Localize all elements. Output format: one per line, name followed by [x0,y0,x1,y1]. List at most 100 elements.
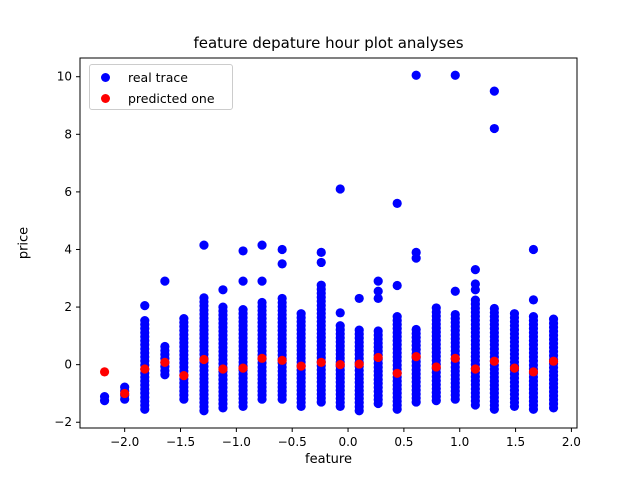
real-trace-point [277,293,287,304]
x-tick-label: 1.0 [450,435,469,449]
predicted-point [296,361,306,371]
real-trace-point [470,295,480,305]
real-trace-point [99,392,110,402]
real-trace-point [316,257,326,268]
real-trace-point [218,285,228,295]
x-tick-label: −1.5 [166,435,195,449]
predicted-point [450,353,460,363]
real-trace-point [179,313,189,324]
real-trace-point [392,311,402,322]
real-trace-point [277,244,287,255]
x-tick-label: −1.0 [222,435,251,449]
predicted-point [140,364,150,374]
real-trace-point [373,326,383,336]
real-trace-point [450,286,460,296]
predicted-point [411,351,421,362]
y-tick-label: 8 [64,127,72,141]
predicted-point [99,367,110,377]
real-trace-point [160,276,170,286]
predicted-point [160,357,170,367]
real-trace-point [296,309,306,319]
legend-item-predicted-one: predicted one [98,89,215,107]
axes-background [80,58,577,428]
real-trace-point [140,301,150,311]
real-trace-point [354,293,364,304]
predicted-point [470,364,480,374]
predicted-point [277,355,287,365]
predicted-point [528,367,539,377]
legend-label: predicted one [128,90,215,106]
real-trace-point [373,286,383,296]
real-trace-point [218,302,228,312]
legend-item-real-trace: real trace [98,68,188,86]
real-trace-points [99,70,559,416]
y-axis-ticks: −2 0 2 4 6 8 10 [54,70,80,429]
x-tick-label: 2.0 [562,435,581,449]
axes-frame [79,57,578,429]
real-trace-point [470,279,480,289]
real-trace-point [257,276,267,286]
x-tick-label: −2.0 [110,435,139,449]
real-trace-point [411,247,421,257]
real-trace-point [238,246,248,256]
legend-label: real trace [128,69,188,85]
predicted-point [238,363,248,373]
real-trace-point [120,382,130,392]
predicted-point [218,364,228,374]
real-trace-point [257,240,267,250]
chart-title: feature depature hour plot analyses [193,34,464,52]
real-trace-point [509,309,520,319]
predicted-point [548,356,559,366]
legend: real trace predicted one [89,64,233,110]
real-trace-point [450,309,460,320]
real-trace-point [392,198,402,209]
real-trace-point [335,308,345,318]
real-trace-point [140,315,150,326]
y-tick-label: 0 [64,358,72,372]
real-trace-point [431,303,441,313]
real-trace-point [199,293,209,303]
y-tick-label: 4 [64,242,72,256]
predicted-point [257,353,267,363]
predicted-point [316,357,326,367]
real-trace-point [335,321,345,331]
real-trace-point [316,247,326,257]
real-trace-point [373,276,383,286]
predicted-point [373,352,383,363]
real-trace-point [411,324,421,335]
predicted-point [335,360,345,370]
legend-marker-red [101,93,110,103]
y-tick-label: 10 [57,70,72,84]
real-trace-point [489,303,499,314]
predicted-point [199,354,209,365]
x-tick-label: 1.5 [506,435,525,449]
predicted-point [179,370,189,381]
real-trace-point [316,280,326,290]
real-trace-point [392,280,402,291]
real-trace-point [450,70,460,80]
real-trace-point [528,244,539,255]
y-tick-label: 6 [64,185,72,199]
real-trace-point [257,297,267,308]
real-trace-point [470,265,480,275]
predicted-point [354,359,364,369]
real-trace-point [238,276,248,286]
x-tick-label: −0.5 [278,435,307,449]
real-trace-point [373,293,383,304]
real-trace-point [335,184,345,194]
predicted-points [99,351,559,399]
predicted-point [120,388,130,399]
real-trace-point [199,240,209,250]
real-trace-point [489,86,499,96]
real-trace-point [238,305,248,315]
real-trace-point [277,259,287,269]
legend-marker-blue [101,72,110,82]
predicted-point [392,368,402,378]
real-trace-point [354,325,364,335]
x-tick-label: 0.0 [338,435,357,449]
x-axis-label: feature [305,452,352,467]
real-trace-point [528,295,539,305]
y-axis-label: price [16,226,32,260]
real-trace-point [160,341,170,352]
